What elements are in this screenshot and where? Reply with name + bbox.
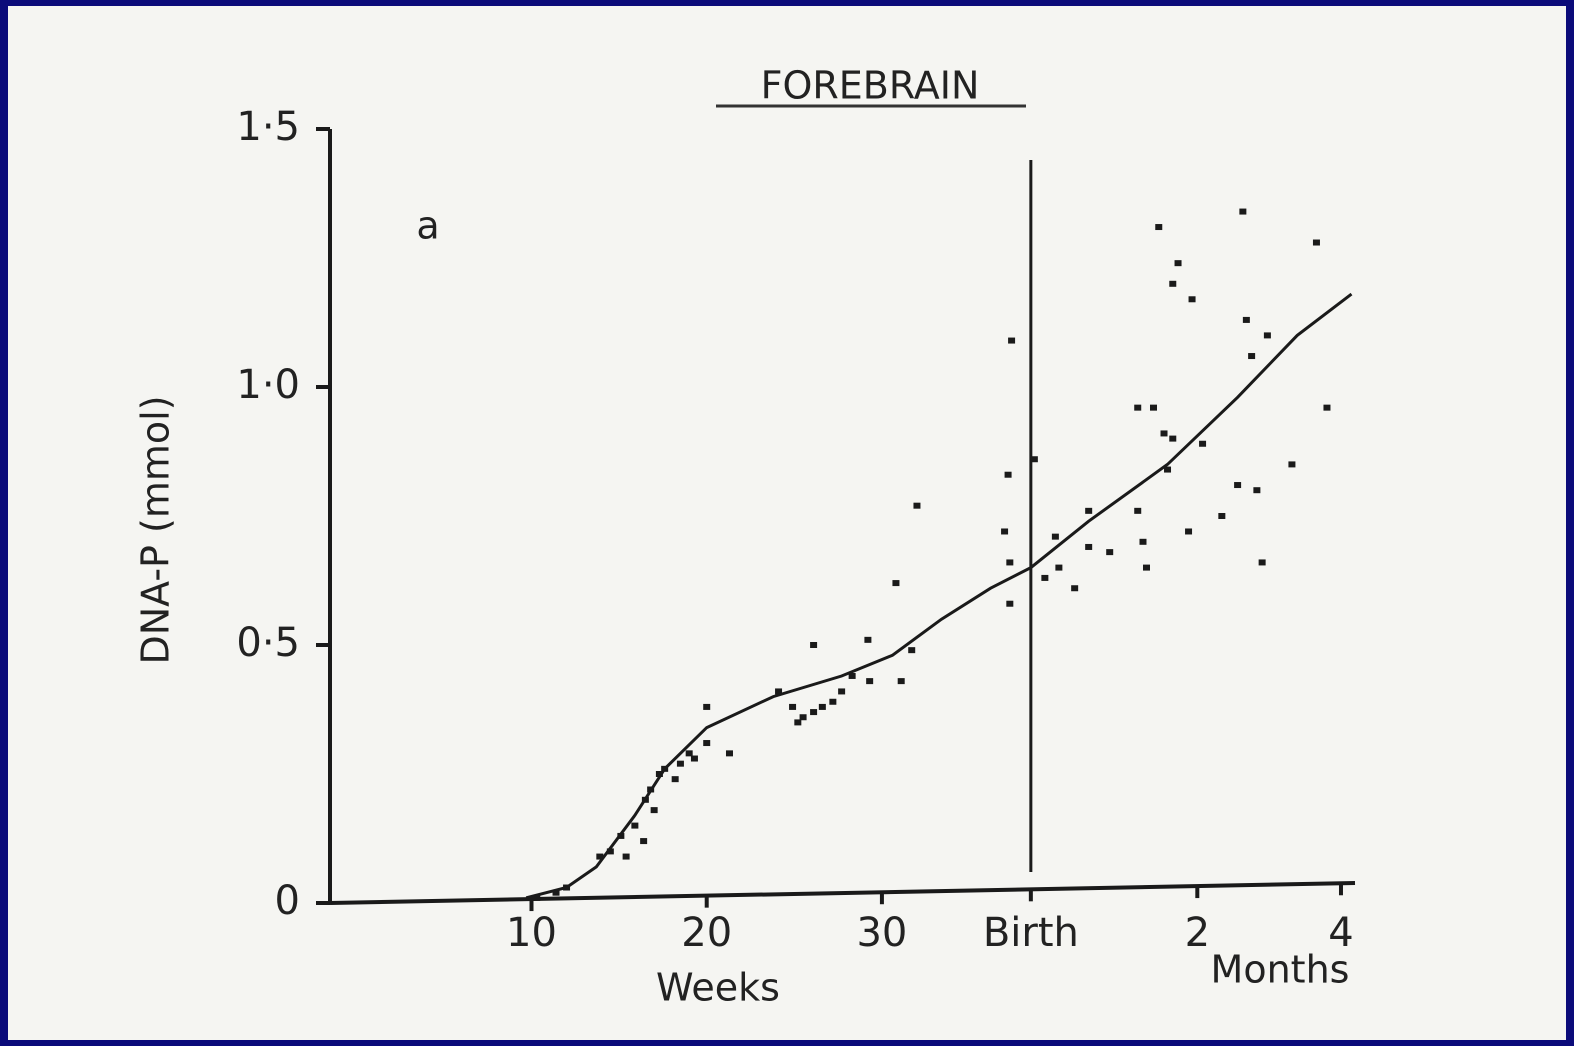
point [1263, 332, 1271, 339]
point [1312, 239, 1320, 246]
point [552, 889, 560, 896]
point [1085, 507, 1093, 514]
point [1142, 564, 1150, 571]
point [1174, 260, 1182, 267]
point [1150, 404, 1158, 411]
point [1288, 461, 1296, 468]
point [1185, 528, 1193, 535]
point [606, 848, 614, 855]
point [1085, 543, 1093, 550]
point [1106, 549, 1114, 556]
panel-label: a [416, 204, 439, 248]
point [1008, 337, 1016, 344]
point [661, 765, 669, 772]
point [897, 678, 905, 685]
x-tick-label: 4 [1328, 910, 1353, 956]
point [1134, 507, 1142, 514]
y-tick-label: 0·5 [236, 620, 300, 666]
point [690, 755, 698, 762]
point [1239, 208, 1247, 215]
point [848, 672, 856, 679]
point [1248, 353, 1256, 360]
point [1242, 316, 1250, 323]
point [1071, 585, 1079, 592]
point [1164, 466, 1172, 473]
x-axis-label: Weeks [656, 966, 780, 1010]
point [1001, 528, 1009, 535]
y-tick-label: 1·0 [236, 362, 300, 408]
point [617, 832, 625, 839]
point [1134, 404, 1142, 411]
x-tick-label: 10 [506, 910, 557, 956]
point [671, 776, 679, 783]
point [913, 502, 921, 509]
fit-curve [525, 292, 1353, 900]
paper [8, 6, 1566, 1040]
point [1169, 280, 1177, 287]
point [892, 580, 900, 587]
point [775, 688, 783, 695]
point [641, 796, 649, 803]
x-tick-label: Birth [983, 910, 1079, 956]
x-tick-label: 20 [681, 910, 732, 956]
point [596, 853, 604, 860]
point [810, 642, 818, 648]
point [1199, 440, 1207, 447]
point [908, 647, 916, 654]
point [725, 750, 733, 757]
point [794, 719, 802, 726]
point [685, 750, 693, 757]
point [818, 703, 826, 710]
point [1155, 224, 1163, 231]
point [1051, 533, 1059, 540]
point [1218, 513, 1226, 519]
point [1169, 435, 1177, 442]
point [676, 760, 684, 767]
point [799, 714, 807, 721]
point [1323, 404, 1331, 411]
point [838, 688, 846, 695]
point [1041, 574, 1049, 581]
point [631, 822, 639, 829]
point [533, 894, 541, 901]
x-tick-label: 2 [1185, 910, 1210, 956]
point [789, 703, 797, 710]
point [1188, 296, 1196, 303]
point [563, 884, 571, 891]
chart-title: FOREBRAIN [761, 64, 980, 108]
point [1139, 538, 1147, 545]
point [622, 853, 630, 860]
point [1258, 559, 1266, 566]
point [703, 703, 711, 710]
y-tick-label: 0 [275, 878, 300, 924]
y-axis-label: DNA-P (mmol) [134, 395, 178, 664]
point [1006, 600, 1014, 607]
point [1055, 564, 1063, 571]
point [1234, 482, 1242, 489]
point [864, 636, 872, 643]
x-axis [329, 881, 1356, 905]
point [647, 786, 655, 793]
point [640, 838, 648, 845]
point [1253, 487, 1261, 494]
point [1160, 430, 1168, 437]
point [1030, 456, 1038, 463]
point [1006, 559, 1014, 566]
x-tick-label: 30 [856, 910, 907, 956]
point [810, 709, 818, 716]
point [866, 678, 874, 685]
point [703, 740, 711, 747]
point [829, 698, 837, 705]
point [655, 771, 663, 777]
point [1004, 471, 1012, 478]
point [650, 807, 658, 814]
y-tick-label: 1·5 [236, 104, 300, 150]
x-axis-label: Months [1211, 948, 1350, 992]
